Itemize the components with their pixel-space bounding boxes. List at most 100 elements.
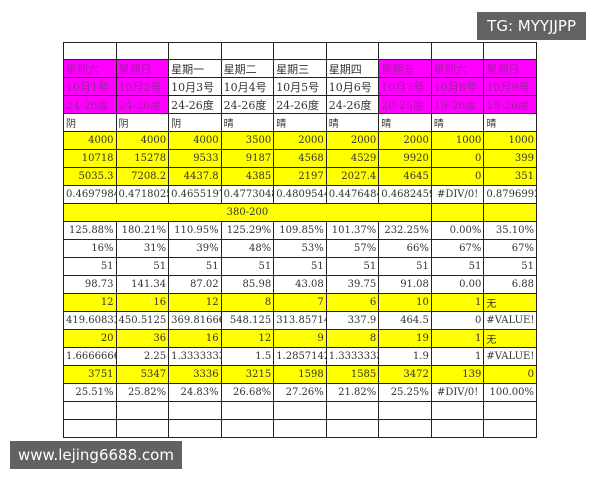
- table-cell[interactable]: 25.51%: [63, 383, 117, 402]
- table-cell[interactable]: [325, 419, 380, 438]
- table-cell[interactable]: 10月6号: [325, 77, 380, 96]
- table-cell[interactable]: 晴: [430, 113, 485, 132]
- table-cell[interactable]: 10718: [63, 149, 117, 168]
- table-cell[interactable]: 1.33333333: [325, 347, 380, 366]
- table-cell[interactable]: 1585: [325, 365, 380, 384]
- table-cell[interactable]: 4529: [325, 149, 380, 168]
- table-cell[interactable]: [115, 419, 170, 438]
- table-cell[interactable]: 5347: [115, 365, 170, 384]
- table-cell[interactable]: [220, 401, 275, 420]
- table-cell[interactable]: 19: [378, 329, 432, 348]
- table-cell[interactable]: [115, 42, 170, 60]
- table-cell[interactable]: 91.08: [378, 275, 432, 294]
- table-cell[interactable]: 晴: [273, 113, 327, 132]
- table-cell[interactable]: [483, 419, 537, 438]
- table-cell[interactable]: 419.608333: [63, 311, 117, 330]
- table-cell[interactable]: 3472: [378, 365, 432, 384]
- table-cell[interactable]: [378, 419, 432, 438]
- table-cell[interactable]: 1.33333333: [168, 347, 222, 366]
- table-cell[interactable]: 10月5号: [273, 77, 327, 96]
- table-cell[interactable]: [273, 419, 327, 438]
- table-cell[interactable]: 51: [273, 257, 327, 276]
- table-cell[interactable]: 39%: [168, 239, 222, 258]
- table-cell[interactable]: 7208.2: [115, 167, 170, 186]
- table-cell[interactable]: [483, 42, 537, 60]
- table-cell[interactable]: 星期四: [325, 59, 380, 78]
- table-cell[interactable]: [168, 419, 222, 438]
- table-cell[interactable]: 星期六: [63, 59, 117, 78]
- table-cell[interactable]: 9533: [168, 149, 222, 168]
- table-cell[interactable]: 16: [115, 293, 170, 312]
- table-cell[interactable]: 16%: [63, 239, 117, 258]
- table-cell[interactable]: 晴: [220, 113, 275, 132]
- table-cell[interactable]: [63, 419, 117, 438]
- table-cell[interactable]: #VALUE!: [483, 347, 537, 366]
- table-cell[interactable]: 20-25度: [378, 95, 432, 114]
- table-cell[interactable]: 0: [430, 311, 485, 330]
- table-cell[interactable]: 2000: [378, 131, 432, 150]
- table-cell[interactable]: 87.02: [168, 275, 222, 294]
- table-cell[interactable]: 10月9号: [483, 77, 537, 96]
- table-cell[interactable]: 4000: [168, 131, 222, 150]
- table-cell[interactable]: 0: [430, 149, 485, 168]
- table-cell[interactable]: 337.9: [325, 311, 380, 330]
- table-cell[interactable]: 48%: [220, 239, 275, 258]
- table-cell[interactable]: 2197: [273, 167, 327, 186]
- table-cell[interactable]: 3500: [220, 131, 275, 150]
- table-cell[interactable]: 0.87969925: [483, 185, 537, 204]
- table-cell[interactable]: 51: [378, 257, 432, 276]
- table-cell[interactable]: #DIV/0!: [430, 383, 485, 402]
- table-cell[interactable]: [63, 401, 117, 420]
- table-cell[interactable]: 51: [483, 257, 537, 276]
- table-cell[interactable]: [430, 401, 485, 420]
- table-cell[interactable]: [115, 401, 170, 420]
- table-cell[interactable]: 464.5: [378, 311, 432, 330]
- table-cell[interactable]: 3751: [63, 365, 117, 384]
- table-cell[interactable]: [378, 42, 432, 60]
- table-cell[interactable]: 369.816667: [168, 311, 222, 330]
- table-cell[interactable]: 180.21%: [115, 221, 170, 240]
- table-cell[interactable]: 星期一: [168, 59, 222, 78]
- table-cell[interactable]: 12: [168, 293, 222, 312]
- table-cell[interactable]: 27.26%: [273, 383, 327, 402]
- table-cell[interactable]: [63, 42, 117, 60]
- table-cell[interactable]: 9187: [220, 149, 275, 168]
- table-cell[interactable]: 3215: [220, 365, 275, 384]
- table-cell[interactable]: 25.82%: [115, 383, 170, 402]
- table-cell[interactable]: 星期日: [483, 59, 537, 78]
- table-cell[interactable]: 10: [378, 293, 432, 312]
- table-cell[interactable]: 57%: [325, 239, 380, 258]
- table-cell[interactable]: 2000: [325, 131, 380, 150]
- table-cell[interactable]: 1.9: [378, 347, 432, 366]
- table-cell[interactable]: 0.46979847: [63, 185, 117, 204]
- table-cell[interactable]: [430, 42, 485, 60]
- table-cell[interactable]: 0.46551977: [168, 185, 222, 204]
- table-cell[interactable]: 24-26度: [168, 95, 222, 114]
- table-cell[interactable]: 25.25%: [378, 383, 432, 402]
- table-cell[interactable]: 53%: [273, 239, 327, 258]
- table-cell[interactable]: [168, 401, 222, 420]
- table-cell[interactable]: 星期二: [220, 59, 275, 78]
- table-cell[interactable]: 21.82%: [325, 383, 380, 402]
- table-cell[interactable]: 51: [430, 257, 485, 276]
- table-cell[interactable]: 100.00%: [483, 383, 537, 402]
- table-cell[interactable]: 1598: [273, 365, 327, 384]
- table-cell[interactable]: [325, 42, 380, 60]
- table-cell[interactable]: 1: [430, 329, 485, 348]
- table-cell[interactable]: 4385: [220, 167, 275, 186]
- table-cell[interactable]: #DIV/0!: [430, 185, 485, 204]
- table-cell[interactable]: 36: [115, 329, 170, 348]
- table-cell[interactable]: [430, 203, 485, 222]
- table-cell[interactable]: 141.34: [115, 275, 170, 294]
- table-cell[interactable]: 51: [325, 257, 380, 276]
- table-cell[interactable]: 24.83%: [168, 383, 222, 402]
- table-cell[interactable]: [378, 401, 432, 420]
- table-cell[interactable]: 0.47180259: [115, 185, 170, 204]
- table-cell[interactable]: 20: [63, 329, 117, 348]
- table-cell[interactable]: 24-26度: [325, 95, 380, 114]
- table-cell[interactable]: 8: [325, 329, 380, 348]
- table-cell[interactable]: 4568: [273, 149, 327, 168]
- table-cell[interactable]: 星期六: [430, 59, 485, 78]
- table-cell[interactable]: 1.28571429: [273, 347, 327, 366]
- table-cell[interactable]: 67%: [430, 239, 485, 258]
